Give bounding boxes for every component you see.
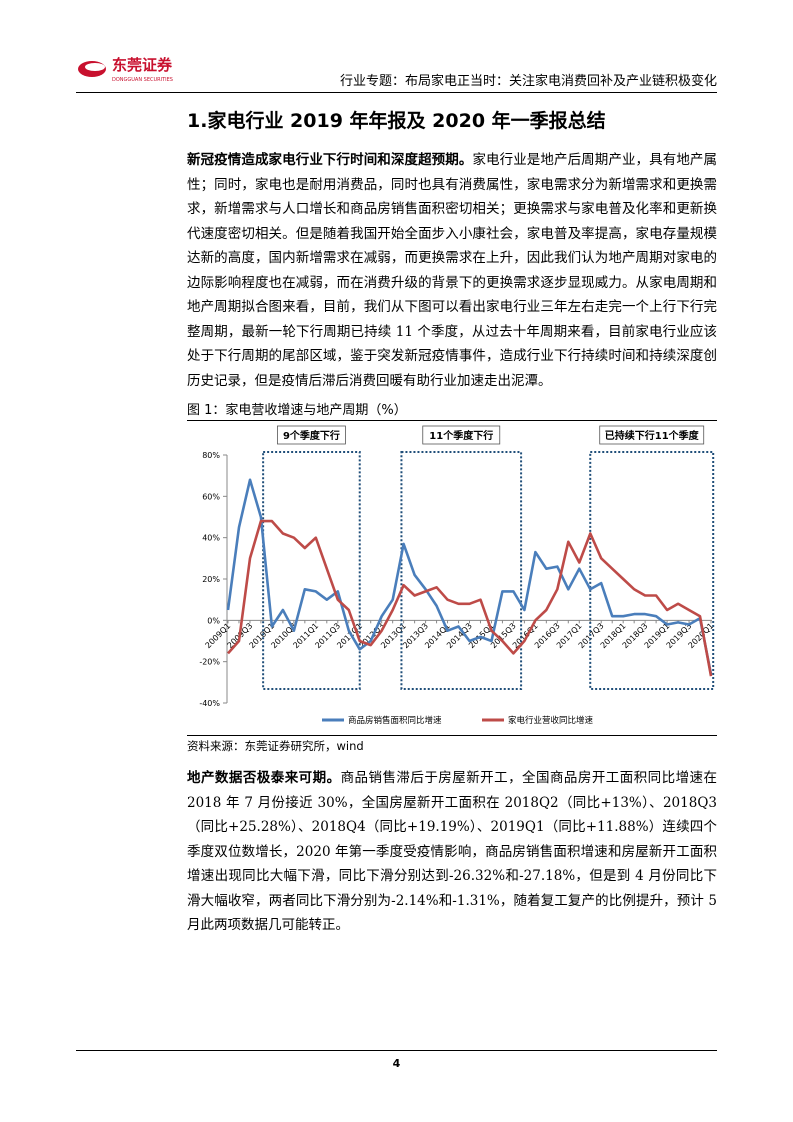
annotation: 已持续下行11个季度 bbox=[605, 429, 700, 442]
y-tick-label: 20% bbox=[202, 575, 220, 584]
annotation: 9个季度下行 bbox=[283, 429, 340, 442]
rule bbox=[187, 420, 717, 421]
legend-label: 商品房销售面积同比增速 bbox=[348, 715, 442, 726]
y-tick-label: 60% bbox=[202, 492, 220, 501]
legend-label: 家电行业营收同比增速 bbox=[508, 715, 594, 726]
annotation-label-box bbox=[277, 425, 346, 445]
y-tick-label: 80% bbox=[202, 451, 220, 460]
y-tick-label: 0% bbox=[207, 616, 220, 625]
section-title: 1.家电行业 2019 年年报及 2020 年一季报总结 bbox=[187, 110, 606, 132]
text: 家电行业是地产后周期产业，具有地产属性；同时，家电也是耐用消费品，同时也具有消费… bbox=[187, 152, 718, 389]
figure-caption: 图 1：家电营收增速与地产周期（%） bbox=[187, 403, 407, 418]
logo-sub: DONGGUAN SECURITIES bbox=[112, 77, 173, 83]
y-tick-label: -20% bbox=[199, 658, 220, 667]
annotation-box bbox=[262, 451, 361, 690]
paragraph: 新冠疫情造成家电行业下行时间和深度超预期。家电行业是地产后周期产业，具有地产属性… bbox=[187, 148, 717, 393]
header-title: 行业专题：布局家电正当时：关注家电消费回补及产业链积极变化 bbox=[339, 74, 717, 89]
text: 商品销售滞后于房屋新开工，全国商品房开工面积同比增速在 2018 年 7 月份接… bbox=[187, 770, 718, 933]
series-line bbox=[227, 519, 713, 677]
annotation-box bbox=[589, 451, 715, 690]
annotation-label-box bbox=[599, 425, 705, 445]
figure-source: 资料来源：东莞证券研究所，wind bbox=[187, 739, 364, 753]
annotation-box bbox=[400, 451, 523, 690]
logo-name: 东莞证券 bbox=[112, 56, 173, 74]
logo: 东莞证券 DONGGUAN SECURITIES bbox=[78, 56, 173, 83]
chart: -40%-20%0%20%40%60%80%2009Q12009Q32010Q1… bbox=[199, 425, 715, 726]
page-number: 4 bbox=[392, 1057, 401, 1070]
rule bbox=[76, 92, 717, 93]
annotation-label-box bbox=[422, 425, 501, 445]
rule bbox=[76, 1050, 717, 1051]
y-tick-label: 40% bbox=[202, 534, 220, 543]
series-line bbox=[226, 478, 713, 675]
lead: 地产数据否极泰来可期。 bbox=[187, 770, 341, 786]
rule bbox=[187, 735, 717, 736]
lead: 新冠疫情造成家电行业下行时间和深度超预期。 bbox=[187, 152, 473, 168]
paragraph: 地产数据否极泰来可期。商品销售滞后于房屋新开工，全国商品房开工面积同比增速在 2… bbox=[187, 766, 717, 938]
annotation: 11个季度下行 bbox=[429, 429, 493, 442]
y-tick-label: -40% bbox=[199, 699, 220, 708]
